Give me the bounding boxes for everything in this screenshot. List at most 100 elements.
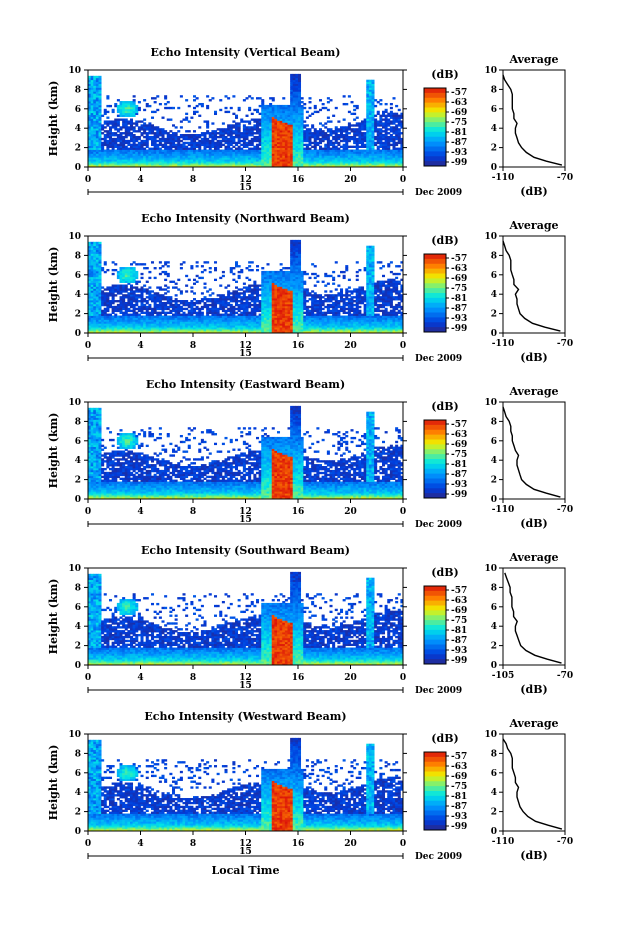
heatmap-cell xyxy=(166,321,170,324)
heatmap-cell xyxy=(287,132,291,135)
heatmap-cell xyxy=(332,161,336,164)
heatmap-cell xyxy=(109,151,113,154)
heatmap-cell xyxy=(177,161,181,164)
heatmap-cell xyxy=(258,130,262,133)
heatmap-cell xyxy=(101,319,105,322)
heatmap-cell xyxy=(248,329,252,332)
heatmap-cell xyxy=(235,327,239,330)
heatmap-cell xyxy=(261,147,265,150)
heatmap-cell xyxy=(214,298,218,301)
heatmap-cell xyxy=(329,161,333,164)
heatmap-cell xyxy=(109,145,113,148)
heatmap-cell xyxy=(248,327,252,330)
heatmap-cell xyxy=(242,124,246,127)
heatmap-cell xyxy=(279,315,283,318)
heatmap-cell xyxy=(88,106,92,110)
heatmap-cell xyxy=(179,126,183,129)
heatmap-cell xyxy=(114,307,118,311)
heatmap-cell xyxy=(90,290,94,293)
heatmap-cell xyxy=(116,329,120,332)
heatmap-cell xyxy=(119,290,123,293)
heatmap-cell xyxy=(284,110,288,114)
heatmap-cell xyxy=(263,143,267,147)
heatmap-cell xyxy=(334,128,338,131)
heatmap-cell xyxy=(122,315,126,318)
heatmap-cell xyxy=(271,159,275,162)
heatmap-cell xyxy=(395,132,399,135)
heatmap-cell xyxy=(132,298,136,301)
heatmap-cell xyxy=(387,143,391,147)
heatmap-cell xyxy=(258,327,262,330)
heatmap-cell xyxy=(384,134,388,137)
heatmap-cell xyxy=(379,122,383,125)
heatmap-cell xyxy=(366,153,370,156)
heatmap-cell xyxy=(256,319,260,322)
heatmap-cell xyxy=(203,315,207,318)
heatmap-cell xyxy=(101,159,105,162)
heatmap-cell xyxy=(263,122,267,125)
heatmap-cell xyxy=(229,165,233,168)
heatmap-cell xyxy=(119,300,123,303)
heatmap-cell xyxy=(106,135,110,139)
heatmap-cell xyxy=(122,114,126,117)
heatmap-cell xyxy=(311,163,315,166)
heatmap-cell xyxy=(203,143,207,147)
heatmap-cell xyxy=(395,155,399,158)
heatmap-cell xyxy=(122,301,126,305)
heatmap-cell xyxy=(124,307,128,311)
heatmap-cell xyxy=(250,137,254,141)
heatmap-cell xyxy=(227,319,231,322)
heatmap-cell xyxy=(248,165,252,168)
heatmap-cell xyxy=(187,321,191,324)
heatmap-cell xyxy=(145,329,149,332)
heatmap-cell xyxy=(221,329,225,332)
heatmap-cell xyxy=(148,329,152,332)
heatmap-cell xyxy=(368,83,372,86)
heatmap-cell xyxy=(248,143,252,147)
heatmap-cell xyxy=(109,159,113,162)
heatmap-cell xyxy=(266,112,270,116)
heatmap-cell xyxy=(214,161,218,164)
heatmap-cell xyxy=(379,151,383,154)
heatmap-cell xyxy=(137,313,141,316)
heatmap-cell xyxy=(106,95,110,98)
heatmap-cell xyxy=(161,329,165,332)
heatmap-cell xyxy=(208,153,212,156)
heatmap-cell xyxy=(269,104,273,108)
heatmap-cell xyxy=(88,118,92,121)
heatmap-cell xyxy=(208,151,212,154)
heatmap-cell xyxy=(156,134,160,137)
heatmap-cell xyxy=(114,315,118,318)
heatmap-cell xyxy=(90,313,94,316)
heatmap-cell xyxy=(95,263,99,266)
heatmap-cell xyxy=(279,104,283,108)
heatmap-cell xyxy=(382,155,386,158)
heatmap-cell xyxy=(135,165,139,168)
heatmap-cell xyxy=(174,298,178,301)
heatmap-cell xyxy=(93,75,97,79)
heatmap-cell xyxy=(164,106,168,110)
heatmap-cell xyxy=(261,307,265,311)
heatmap-cell xyxy=(298,85,302,88)
heatmap-cell xyxy=(203,147,207,150)
heatmap-cell xyxy=(135,263,139,266)
heatmap-cell xyxy=(334,134,338,137)
heatmap-cell xyxy=(347,132,351,135)
heatmap-cell xyxy=(355,122,359,125)
heatmap-cell xyxy=(269,298,273,301)
heatmap-cell xyxy=(116,161,120,164)
heatmap-cell xyxy=(156,305,160,309)
heatmap-cell xyxy=(269,292,273,295)
heatmap-cell xyxy=(193,130,197,133)
heatmap-cell xyxy=(132,315,136,318)
heatmap-cell xyxy=(143,141,147,145)
heatmap-cell xyxy=(101,147,105,150)
heatmap-cell xyxy=(172,303,176,307)
heatmap-cell xyxy=(374,161,378,164)
heatmap-cell xyxy=(395,159,399,162)
heatmap-cell xyxy=(193,292,197,295)
heatmap-cell xyxy=(392,112,396,116)
heatmap-cell xyxy=(229,323,233,326)
heatmap-cell xyxy=(148,313,152,316)
heatmap-cell xyxy=(172,321,176,324)
